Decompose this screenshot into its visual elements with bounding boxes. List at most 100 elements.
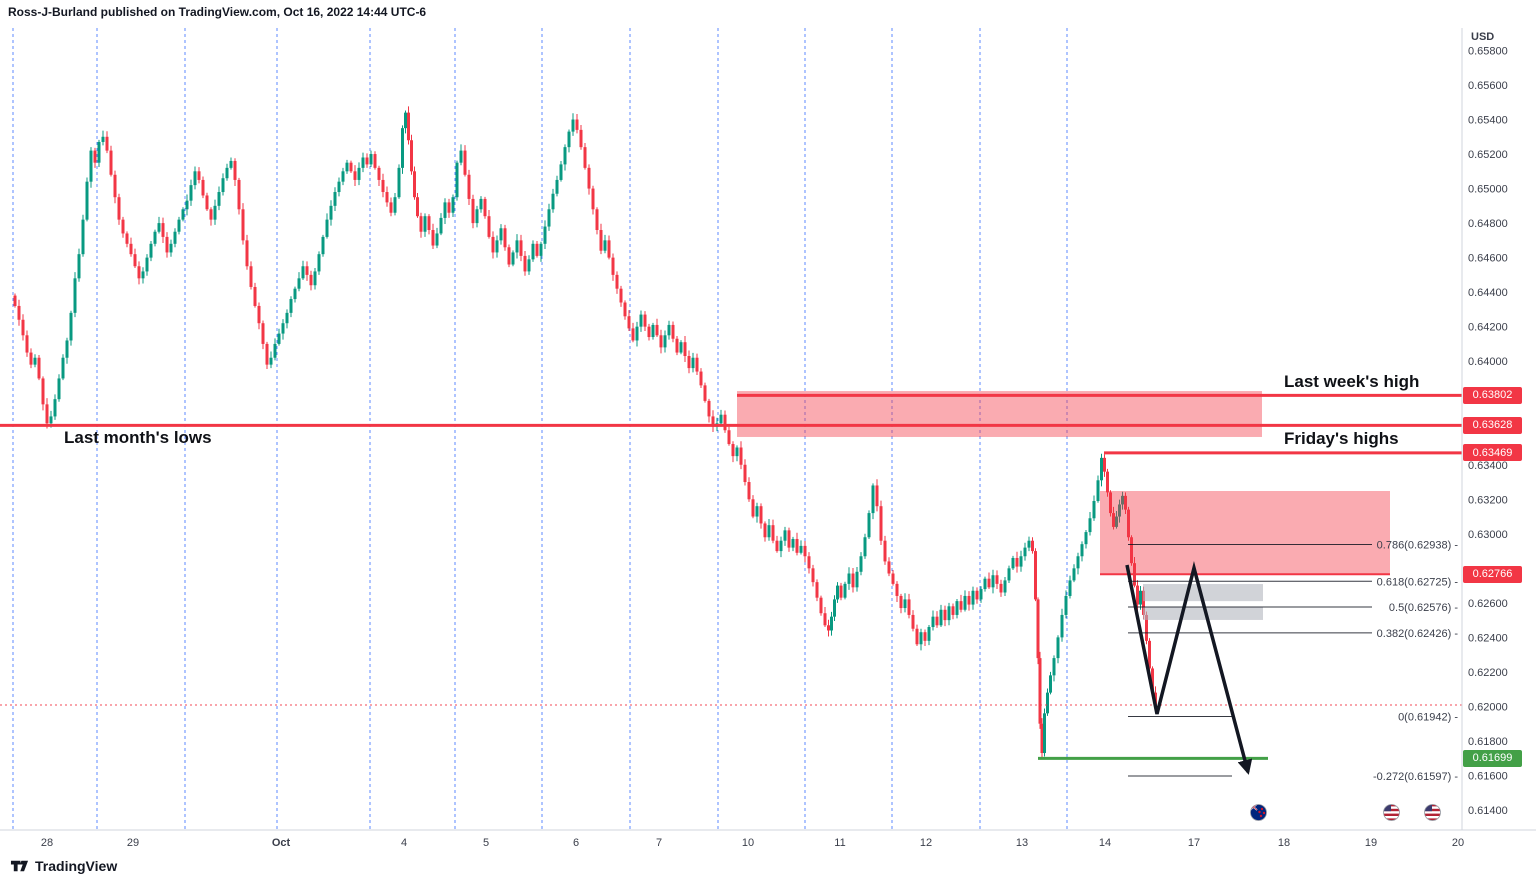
candle-body bbox=[289, 299, 293, 313]
candle-body bbox=[483, 198, 487, 217]
candle-body bbox=[345, 162, 349, 172]
candle-body bbox=[125, 233, 129, 244]
candle-body bbox=[407, 112, 410, 141]
candle-body bbox=[723, 414, 727, 431]
candle-body bbox=[987, 578, 991, 588]
candle-body bbox=[459, 150, 463, 163]
candle-body bbox=[703, 385, 707, 401]
time-tick-label: 6 bbox=[573, 837, 579, 849]
candle-body bbox=[419, 216, 423, 232]
candle-body bbox=[1130, 537, 1133, 564]
candle-body bbox=[1040, 723, 1044, 754]
shaded-zone[interactable] bbox=[1100, 490, 1390, 575]
time-tick-label: 10 bbox=[742, 837, 754, 849]
projection-arrow[interactable] bbox=[1125, 561, 1253, 775]
candle-body bbox=[667, 324, 671, 336]
fib-level-label: 0.382(0.62426) - bbox=[1377, 628, 1459, 640]
candle-body bbox=[707, 400, 711, 417]
candle-body bbox=[663, 335, 667, 348]
price-tick-label: 0.65600 bbox=[1468, 80, 1508, 92]
candle-body bbox=[751, 499, 755, 517]
candle-body bbox=[177, 219, 181, 232]
candle-body bbox=[651, 324, 655, 338]
annotation-last-months-lows[interactable]: Last month's lows bbox=[64, 428, 212, 447]
candle-body bbox=[791, 538, 795, 548]
candle-body bbox=[109, 150, 113, 175]
candle-body bbox=[169, 243, 173, 253]
candle-body bbox=[257, 305, 261, 324]
candle-body bbox=[1100, 457, 1103, 481]
candle-body bbox=[547, 209, 551, 227]
candle-body bbox=[1118, 504, 1121, 517]
shaded-zone[interactable] bbox=[1143, 584, 1263, 602]
candle-body bbox=[739, 447, 743, 465]
candle-body bbox=[153, 231, 157, 244]
candle-body bbox=[635, 326, 639, 341]
fib-retracement-layer[interactable]: 0.786(0.62938) - 0.618(0.62725) - 0.5(0.62… bbox=[1128, 540, 1458, 783]
zones-layer[interactable] bbox=[737, 391, 1390, 620]
candle-body bbox=[963, 595, 967, 610]
candle-body bbox=[377, 167, 381, 180]
tradingview-watermark-label: TradingView bbox=[35, 857, 118, 874]
candle-body bbox=[979, 589, 983, 600]
candle-body bbox=[137, 266, 141, 279]
candle-body bbox=[117, 197, 121, 220]
candle-body bbox=[807, 556, 811, 569]
candle-body bbox=[927, 627, 931, 641]
candle-body bbox=[847, 573, 851, 584]
candle-body bbox=[907, 599, 911, 615]
level-lines-layer[interactable] bbox=[0, 393, 1462, 760]
candle-body bbox=[333, 192, 337, 206]
annotation-last-weeks-high[interactable]: Last week's high bbox=[1284, 372, 1420, 391]
candle-body bbox=[273, 343, 277, 358]
candle-body bbox=[859, 556, 863, 572]
candle-body bbox=[787, 530, 791, 548]
candle-body bbox=[73, 278, 77, 313]
candle-body bbox=[221, 178, 225, 193]
candle-body bbox=[711, 416, 715, 427]
us-flag-event-icon[interactable] bbox=[1424, 804, 1441, 821]
price-axis[interactable]: 0.65800 0.65600 0.65400 0.65200 0.65000 0.648… bbox=[1468, 45, 1508, 817]
annotation-fridays-highs[interactable]: Friday's highs bbox=[1284, 429, 1399, 448]
candle-body bbox=[803, 545, 807, 557]
candle-body bbox=[935, 616, 939, 626]
candle-body bbox=[1034, 551, 1037, 600]
candle-body bbox=[599, 229, 603, 251]
time-axis[interactable]: 28 29 Oct 4 5 6 7 10 11 12 13 14 17 18 19 20 bbox=[41, 837, 1464, 849]
us-flag-event-icon[interactable] bbox=[1383, 804, 1400, 821]
shaded-zone[interactable] bbox=[1143, 606, 1263, 620]
candle-body bbox=[755, 506, 759, 517]
candle-body bbox=[197, 171, 201, 180]
candle-body bbox=[17, 305, 21, 320]
shaded-zone[interactable] bbox=[737, 391, 1262, 437]
nz-flag-event-icon[interactable] bbox=[1250, 804, 1267, 821]
candle-body bbox=[763, 523, 767, 538]
candles-layer bbox=[13, 106, 1157, 758]
candle-body bbox=[113, 174, 117, 198]
candle-body bbox=[13, 295, 17, 306]
tradingview-watermark[interactable]: TradingView bbox=[10, 856, 117, 875]
candle-body bbox=[603, 240, 607, 251]
candle-body bbox=[851, 573, 855, 588]
candle-body bbox=[1043, 713, 1046, 754]
candle-body bbox=[833, 599, 836, 617]
time-tick-label: 4 bbox=[401, 837, 407, 849]
candle-body bbox=[1007, 568, 1011, 581]
candle-body bbox=[61, 357, 65, 379]
candle-body bbox=[1031, 540, 1034, 552]
candle-body bbox=[1127, 509, 1130, 538]
candle-body bbox=[37, 357, 41, 379]
candle-body bbox=[571, 119, 575, 132]
candle-body bbox=[783, 530, 787, 541]
candle-body bbox=[129, 243, 133, 255]
candle-body bbox=[839, 585, 843, 598]
candle-body bbox=[105, 136, 109, 151]
candle-body bbox=[213, 205, 217, 220]
candle-body bbox=[539, 243, 543, 256]
time-tick-label: 7 bbox=[656, 837, 662, 849]
candle-body bbox=[77, 254, 81, 279]
candle-body bbox=[727, 430, 731, 445]
candle-body bbox=[967, 595, 971, 605]
candle-body bbox=[451, 197, 455, 213]
